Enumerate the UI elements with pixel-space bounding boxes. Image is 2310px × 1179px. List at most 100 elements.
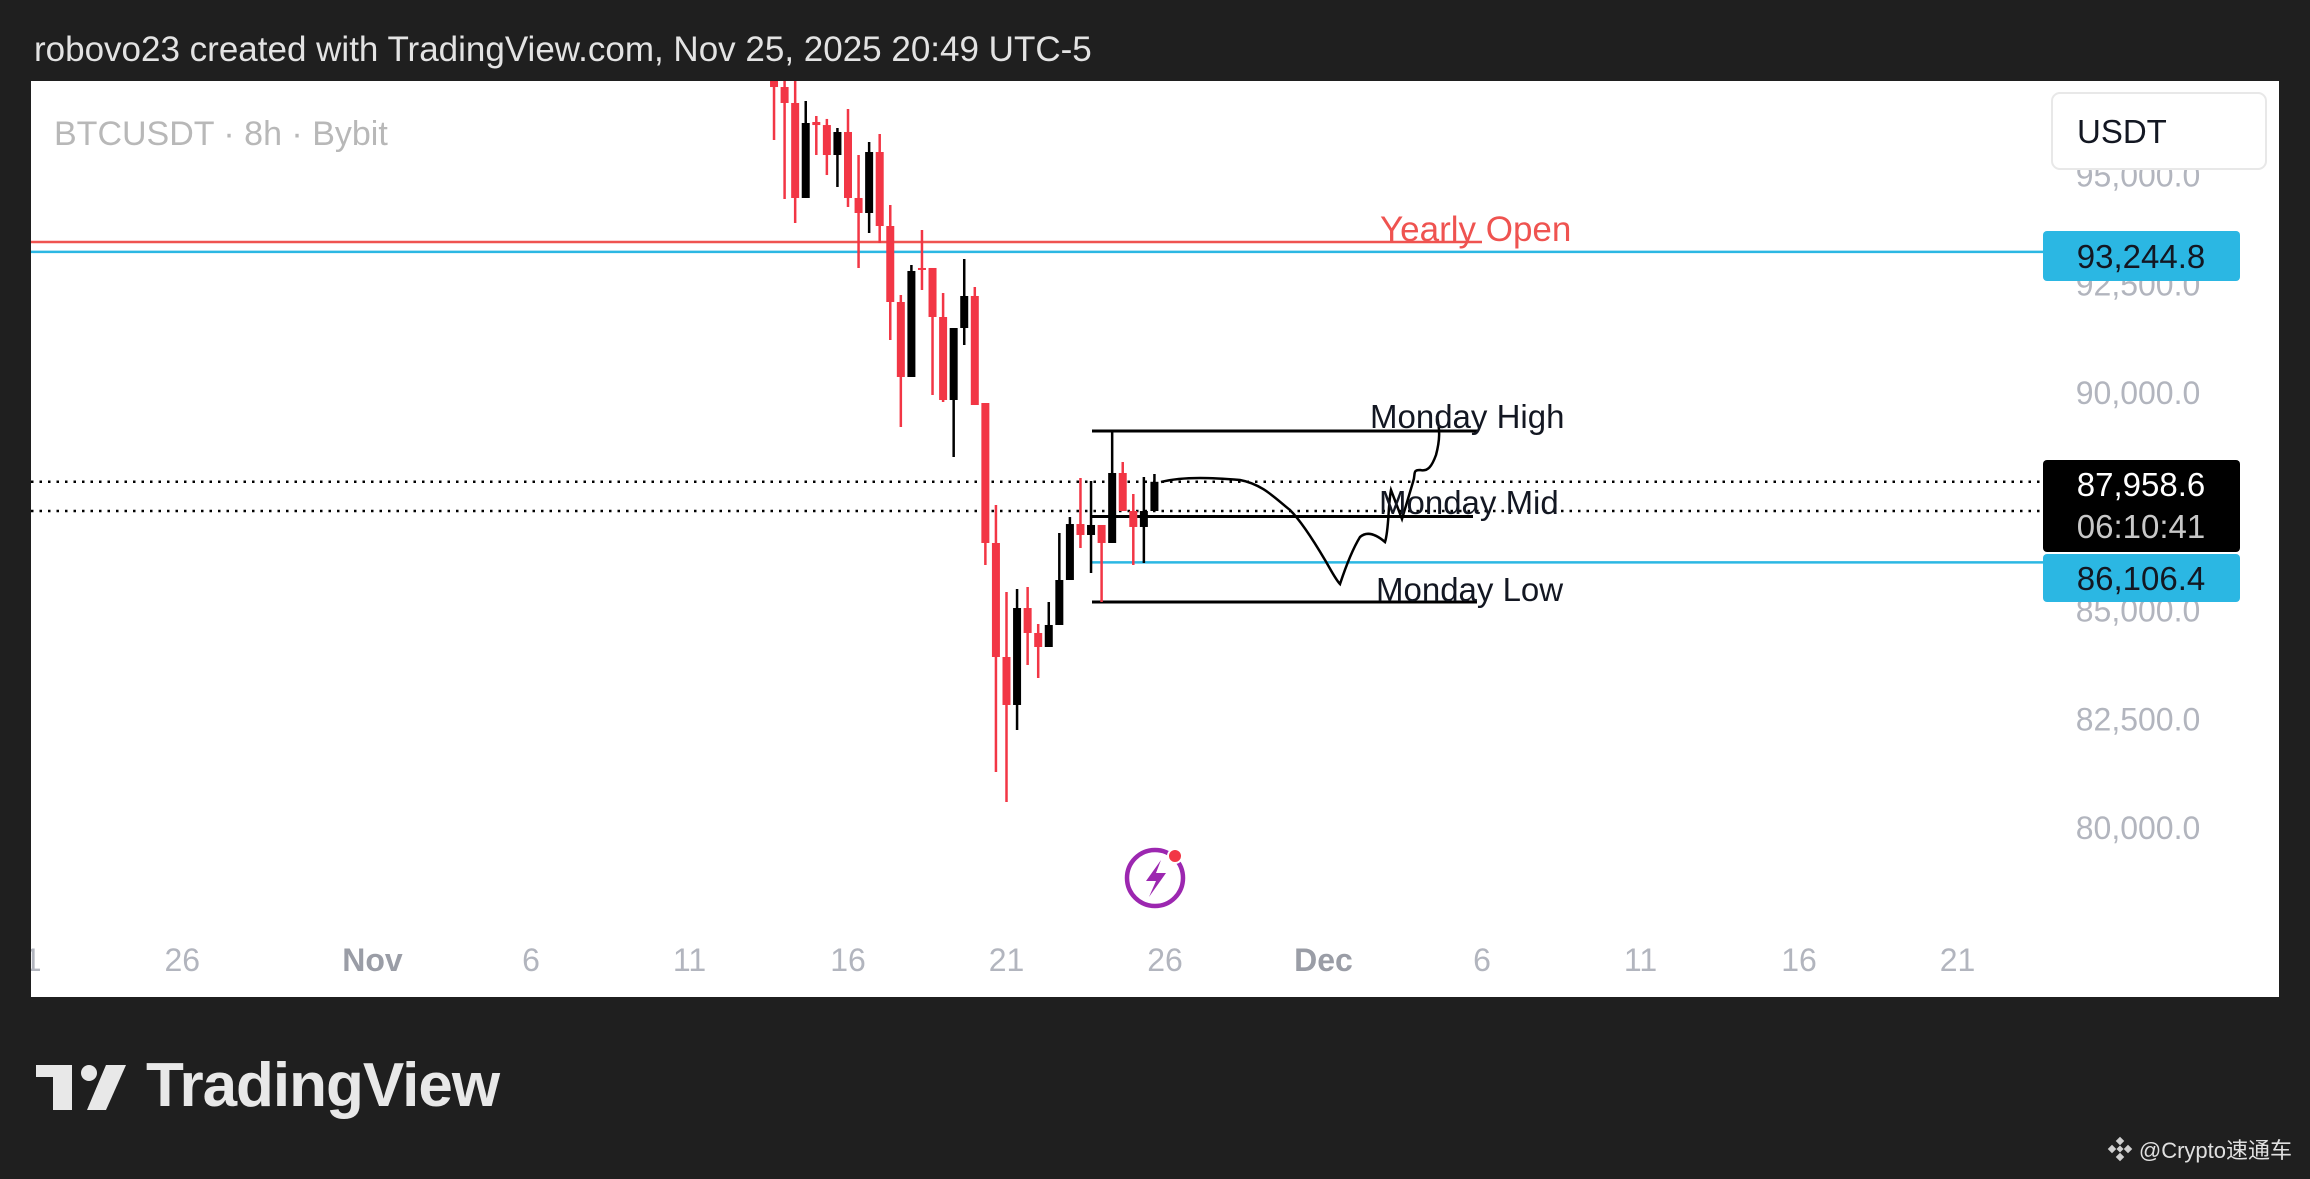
x-tick-label: 11	[1624, 942, 1657, 978]
candle	[1002, 592, 1011, 802]
candle-body	[791, 102, 800, 198]
x-tick-label: 16	[830, 942, 866, 978]
candle	[1076, 477, 1085, 548]
candle	[833, 127, 842, 187]
x-tick-label: 11	[673, 942, 706, 978]
candle	[1013, 589, 1022, 730]
candle-body	[1108, 472, 1117, 543]
candle-body	[801, 122, 810, 198]
price-label-lower-text: 86,106.4	[2077, 560, 2205, 597]
candle-body	[875, 152, 884, 227]
candle	[822, 118, 831, 176]
candle	[1034, 623, 1043, 679]
monday-low-label: Monday Low	[1376, 571, 1563, 608]
candle	[844, 108, 852, 207]
candle-body	[865, 152, 874, 213]
candle-body	[1129, 511, 1138, 527]
candle-body	[991, 542, 1000, 658]
candle	[770, 81, 779, 141]
candle	[917, 230, 926, 290]
candle-body	[939, 317, 948, 401]
candle	[1065, 517, 1074, 581]
x-tick-label: 21	[6, 942, 42, 978]
candle-body	[970, 295, 979, 406]
candle-body	[886, 226, 895, 302]
candle	[928, 267, 937, 396]
candle	[960, 259, 969, 346]
candle	[886, 204, 895, 341]
x-tick-label: 16	[1781, 942, 1817, 978]
candle-body	[1097, 524, 1106, 543]
candle	[791, 81, 800, 224]
candle-body	[1013, 608, 1022, 705]
candle	[907, 264, 916, 377]
candle	[949, 328, 958, 457]
monday-mid-label: Monday Mid	[1379, 484, 1559, 521]
candle	[1139, 476, 1148, 563]
last-price-text: 87,958.6	[2077, 466, 2205, 503]
y-tick-label: 82,500.0	[2076, 701, 2201, 737]
candle	[865, 142, 874, 234]
candles-group	[770, 81, 1159, 802]
candle	[1055, 532, 1064, 625]
candle	[780, 81, 789, 199]
candle-body	[981, 403, 990, 543]
x-tick-label: Nov	[342, 942, 403, 978]
chart-panel	[31, 81, 2279, 997]
candle-body	[1065, 524, 1074, 581]
last-price-label: 87,958.6 06:10:41	[2043, 460, 2240, 552]
candle-body	[928, 267, 937, 318]
x-tick-label: 6	[1473, 942, 1491, 978]
currency-label: USDT	[2077, 113, 2167, 150]
x-tick-label: 21	[989, 942, 1025, 978]
candle	[970, 286, 979, 406]
price-label-lower: 86,106.4	[2043, 554, 2240, 602]
candle-body	[1087, 524, 1096, 535]
freehand-projection-drawing[interactable]	[1160, 415, 1441, 587]
currency-button[interactable]: USDT	[2051, 92, 2267, 170]
candle	[1087, 481, 1096, 574]
candle-body	[917, 267, 926, 270]
candle	[1023, 587, 1032, 666]
candle-body	[1076, 524, 1085, 535]
candle	[801, 100, 810, 198]
candle-body	[1023, 608, 1032, 633]
lightning-icon[interactable]	[1124, 847, 1186, 909]
x-tick-label: 26	[165, 942, 201, 978]
candle	[1118, 461, 1127, 512]
x-tick-label: 26	[1147, 942, 1183, 978]
y-tick-label: 80,000.0	[2076, 810, 2201, 846]
tradingview-logo-icon	[36, 1065, 126, 1110]
candle-body	[1139, 511, 1148, 527]
candle-body	[780, 87, 789, 103]
candle	[854, 155, 863, 268]
candle	[875, 134, 884, 244]
candle-body	[854, 197, 863, 213]
candle-body	[833, 132, 842, 156]
chart-header: robovo23 created with TradingView.com, N…	[34, 30, 1092, 69]
x-tick-label: 21	[1940, 942, 1976, 978]
bar-countdown-text: 06:10:41	[2077, 508, 2205, 545]
candle	[939, 292, 948, 403]
time-axis[interactable]: 21 26 Nov 6 11 16 21 26 Dec 6 11 16 21	[6, 942, 1975, 978]
candle	[1097, 524, 1106, 603]
y-tick-label: 90,000.0	[2076, 375, 2201, 411]
candle	[981, 403, 990, 565]
candle	[1129, 494, 1138, 565]
price-label-upper: 93,244.8	[2043, 231, 2240, 281]
candle-body	[1044, 624, 1053, 647]
candle-body	[960, 295, 969, 329]
candle	[896, 294, 905, 428]
monday-high-label: Monday High	[1370, 398, 1564, 435]
yearly-open-label: Yearly Open	[1380, 210, 1571, 249]
x-tick-label: Dec	[1294, 942, 1353, 978]
x-tick-label: 6	[522, 942, 540, 978]
candle-body	[822, 125, 831, 156]
symbol-legend[interactable]: BTCUSDT · 8h · Bybit	[54, 115, 388, 153]
watermark: @Crypto速通车	[2107, 1133, 2292, 1165]
candle-body	[844, 132, 852, 198]
candle	[991, 505, 1000, 773]
candle-body	[812, 121, 821, 126]
binance-icon	[2107, 1136, 2133, 1162]
